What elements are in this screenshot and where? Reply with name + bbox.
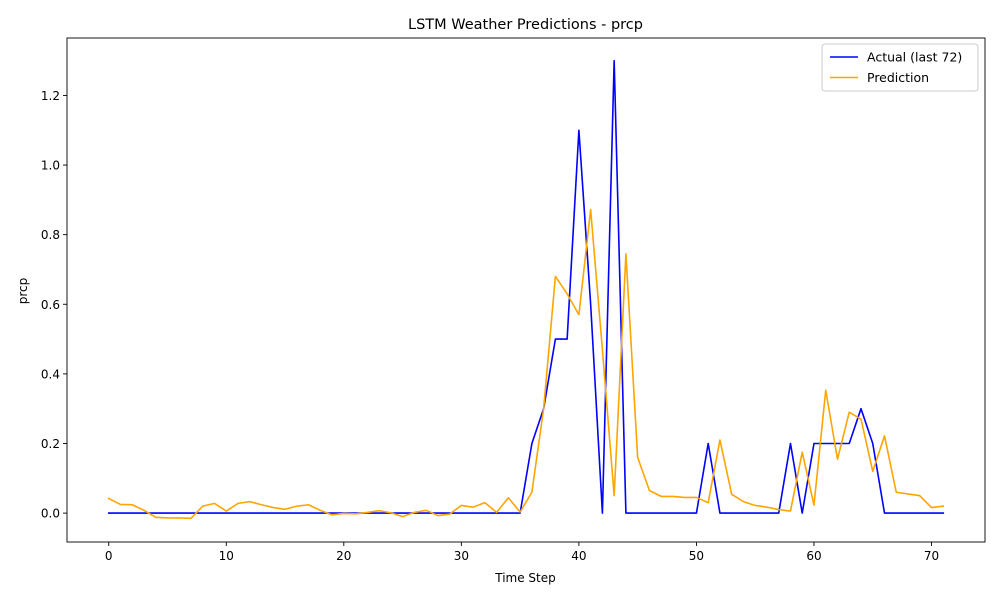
y-tick-label: 0.4 — [41, 367, 60, 381]
x-tick-label: 50 — [689, 549, 704, 563]
x-tick-label: 20 — [336, 549, 351, 563]
y-axis-label: prcp — [16, 278, 30, 305]
series-line-2 — [107, 208, 945, 520]
axes-layer: 0 10 20 30 40 50 60 70 0.0 0.2 0.4 0.6 0.8 1.0 1.2 — [41, 37, 986, 563]
y-tick-label: 0.0 — [41, 507, 60, 521]
y-tick-label: 0.6 — [41, 298, 60, 312]
x-tick-label: 70 — [924, 549, 939, 563]
y-tick-label: 1.0 — [41, 159, 60, 173]
legend-label-1: Actual (last 72) — [867, 50, 962, 65]
y-tick-label: 0.8 — [41, 228, 60, 242]
legend-label-2: Prediction — [867, 70, 929, 85]
chart-title: LSTM Weather Predictions - prcp — [408, 17, 643, 33]
plot-frame — [66, 37, 986, 543]
x-tick-label: 30 — [454, 549, 469, 563]
x-tick-label: 40 — [571, 549, 586, 563]
series-layer — [107, 59, 945, 520]
x-tick-label: 10 — [219, 549, 234, 563]
x-tick-label: 0 — [105, 549, 113, 563]
y-tick-label: 0.2 — [41, 437, 60, 451]
series-line-1 — [107, 59, 945, 514]
x-axis-label: Time Step — [494, 571, 556, 585]
x-tick-label: 60 — [806, 549, 821, 563]
legend: Actual (last 72) Prediction — [821, 43, 979, 92]
y-tick-label: 1.2 — [41, 89, 60, 103]
legend-box — [821, 43, 979, 92]
